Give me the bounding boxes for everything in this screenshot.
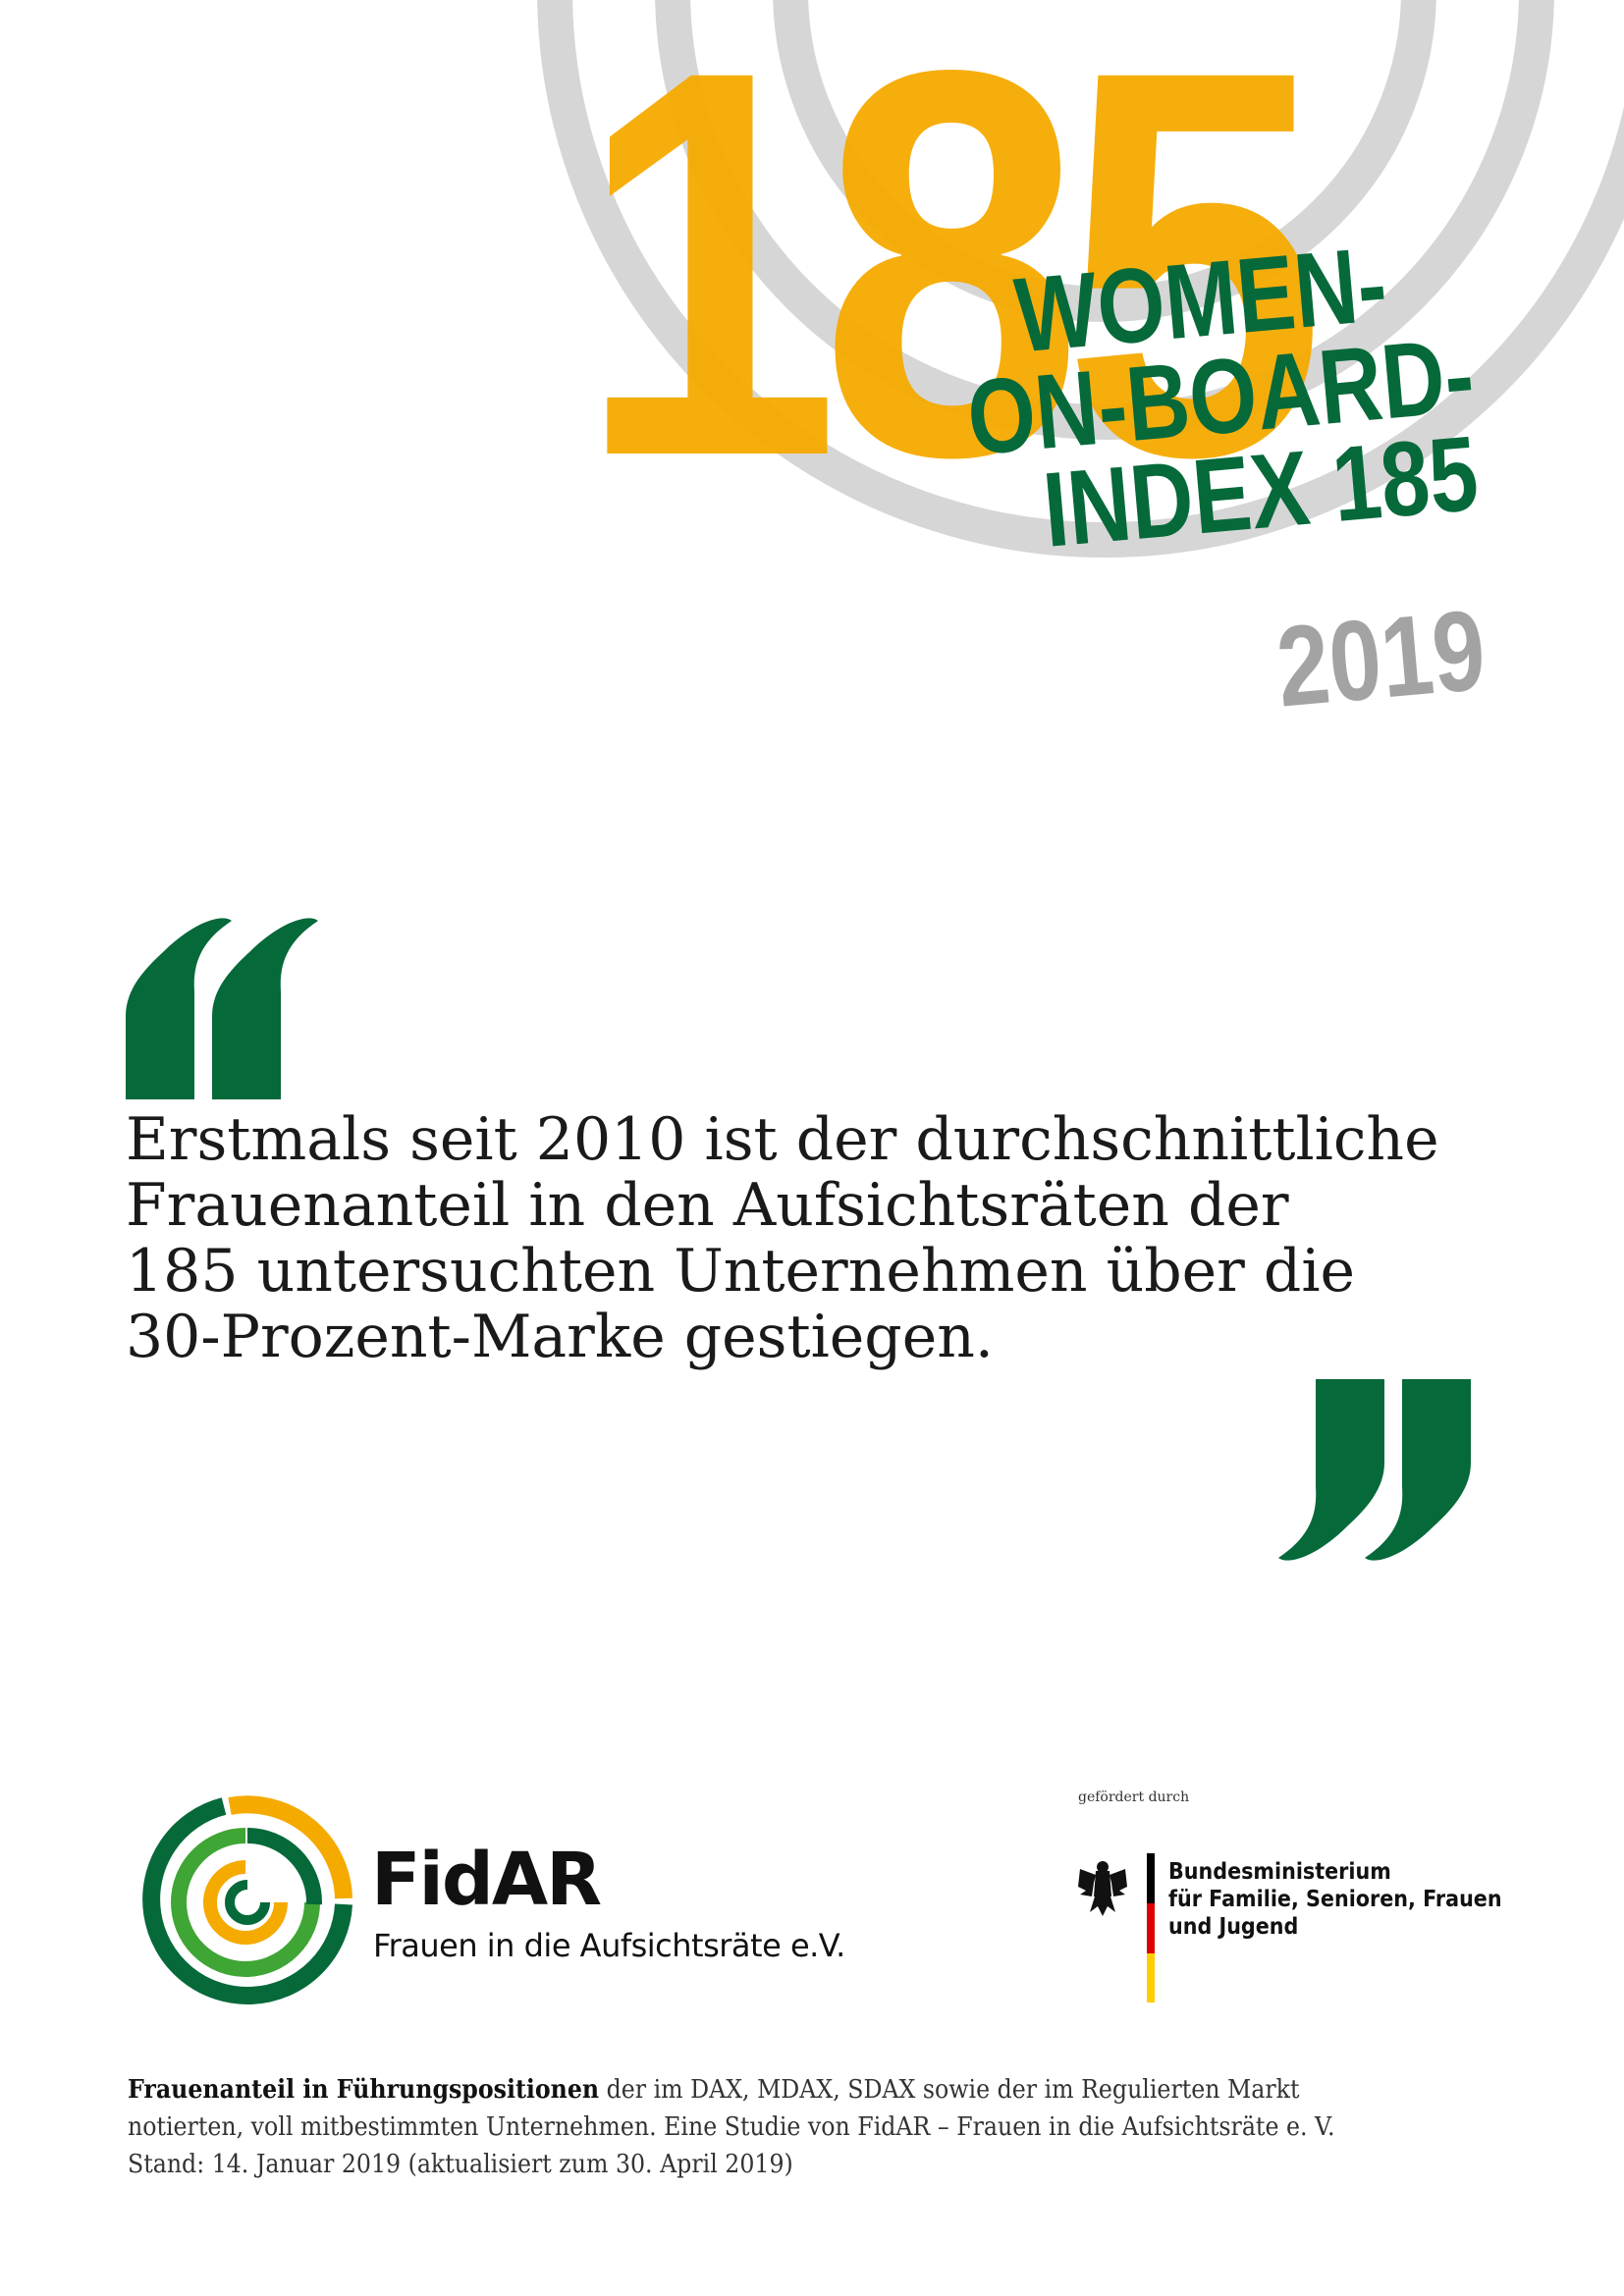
- footer-line-3: Stand: 14. Januar 2019 (aktualisiert zum…: [128, 2150, 793, 2179]
- big-185-number: 185: [577, 0, 1326, 570]
- quote-line-3: 185 untersuchten Unternehmen über die: [126, 1237, 1356, 1306]
- footer-line-2: notierten, voll mitbestimmten Unternehme…: [128, 2112, 1335, 2142]
- german-flag-stripe: [1147, 1853, 1155, 2002]
- decorative-arcs: [537, 0, 1624, 558]
- quote-line-1: Erstmals seit 2010 ist der durchschnittl…: [126, 1105, 1439, 1174]
- quote-text: Erstmals seit 2010 ist der durchschnittl…: [126, 1107, 1500, 1370]
- footer-bold-lead: Frauenanteil in Führungspositionen: [128, 2075, 600, 2105]
- sponsor-label: gefördert durch: [1078, 1789, 1190, 1805]
- ministry-line-1: Bundesministerium: [1168, 1859, 1391, 1885]
- fidar-logo-icon: [142, 1795, 352, 2004]
- index-year: 2019: [1272, 585, 1490, 731]
- fidar-subtitle: Frauen in die Aufsichtsräte e.V.: [373, 1927, 845, 1964]
- quote-line-2: Frauenanteil in den Aufsichtsräten der: [126, 1171, 1289, 1240]
- ministry-line-3: und Jugend: [1168, 1914, 1299, 1940]
- fidar-name: FidAR: [371, 1838, 602, 1922]
- close-quote-icon: [1278, 1379, 1471, 1561]
- footer-note: Frauenanteil in Führungspositionen der i…: [128, 2071, 1396, 2183]
- ministry-name: Bundesministerium für Familie, Senioren,…: [1168, 1858, 1502, 1941]
- open-quote-icon: [126, 918, 318, 1099]
- quote-line-4: 30-Prozent-Marke gestiegen.: [126, 1303, 994, 1371]
- ministry-line-2: für Familie, Senioren, Frauen: [1168, 1887, 1502, 1912]
- federal-eagle-icon: [1078, 1861, 1127, 1916]
- index-title: WOMEN- ON-BOARD- INDEX 185: [963, 224, 1487, 569]
- footer-line-1: der im DAX, MDAX, SDAX sowie der im Regu…: [599, 2075, 1300, 2105]
